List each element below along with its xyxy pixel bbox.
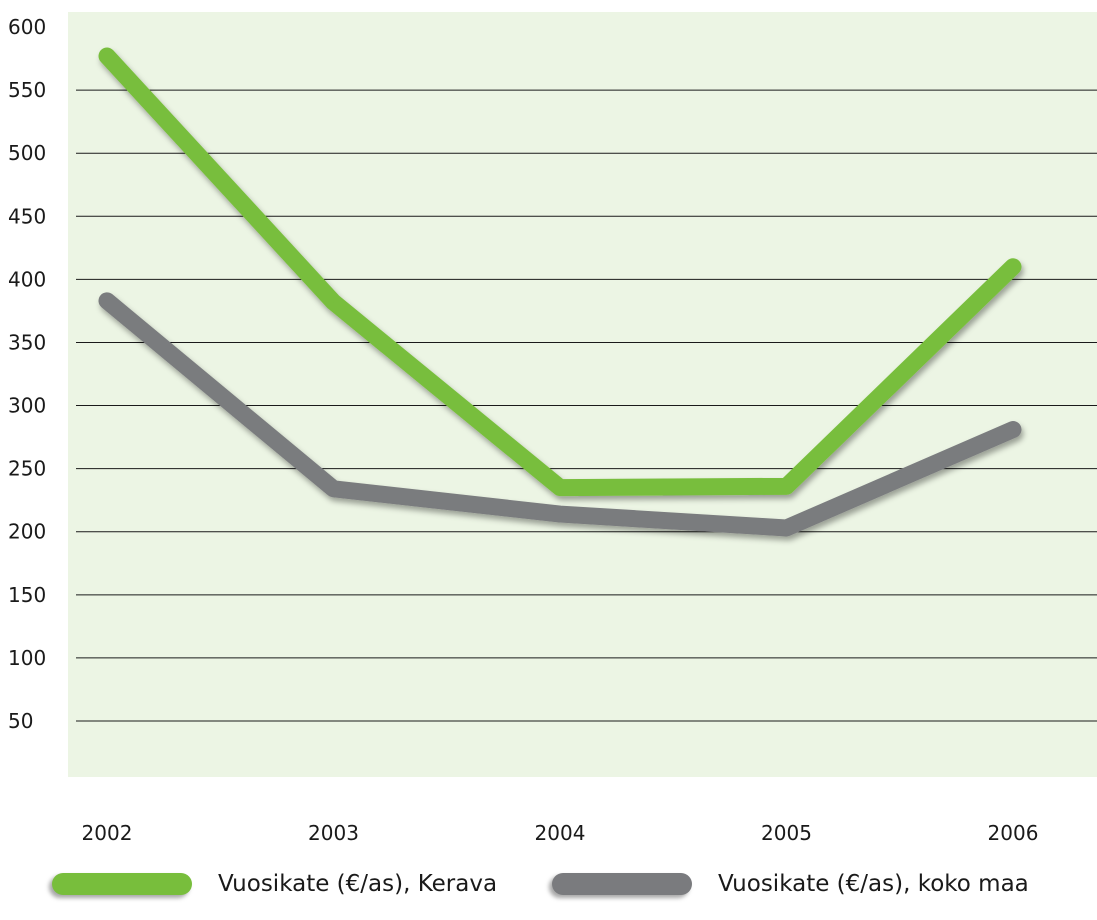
y-tick-label: 400 [8, 267, 46, 291]
x-tick-label: 2006 [988, 821, 1039, 845]
data-point-koko-maa [559, 513, 561, 515]
y-tick-label: 50 [8, 709, 33, 733]
x-tick-label: 2004 [535, 821, 586, 845]
x-tick-label: 2002 [82, 821, 133, 845]
data-point-kerava [106, 55, 108, 57]
legend-item-kerava: Vuosikate (€/as), Kerava [52, 864, 497, 904]
y-tick-label: 500 [8, 141, 46, 165]
y-tick-label: 250 [8, 457, 46, 481]
series-lines [98, 47, 1022, 537]
y-tick-label: 600 [8, 15, 46, 39]
data-point-koko-maa [786, 527, 787, 529]
y-tick-label: 550 [8, 78, 46, 102]
legend-item-koko-maa: Vuosikate (€/as), koko maa [552, 864, 1029, 904]
y-tick-label: 350 [8, 330, 46, 354]
y-tick-label: 150 [8, 583, 46, 607]
x-tick-label: 2005 [761, 821, 812, 845]
legend-label-kerava: Vuosikate (€/as), Kerava [218, 871, 498, 897]
y-tick-label: 300 [8, 394, 46, 418]
data-point-kerava [333, 301, 334, 303]
data-point-kerava [559, 487, 561, 489]
legend-label-koko-maa: Vuosikate (€/as), koko maa [718, 871, 1029, 897]
y-axis-ticks: 50 100 150 200 250 300 350 400 450 500 550 600 [8, 15, 46, 733]
data-point-kerava [786, 485, 787, 487]
y-tick-label: 450 [8, 204, 46, 228]
data-point-koko-maa [333, 488, 334, 490]
plot-area [68, 12, 1097, 777]
legend-swatch-kerava [52, 873, 192, 895]
x-tick-label: 2003 [308, 821, 359, 845]
x-axis-ticks: 2002 2003 2004 2005 2006 [82, 821, 1039, 845]
data-point-kerava [1012, 266, 1014, 268]
data-point-koko-maa [106, 300, 108, 302]
legend-swatch-koko-maa [552, 873, 692, 895]
y-tick-label: 100 [8, 646, 46, 670]
y-tick-label: 200 [8, 520, 46, 544]
data-point-koko-maa [1012, 429, 1014, 431]
